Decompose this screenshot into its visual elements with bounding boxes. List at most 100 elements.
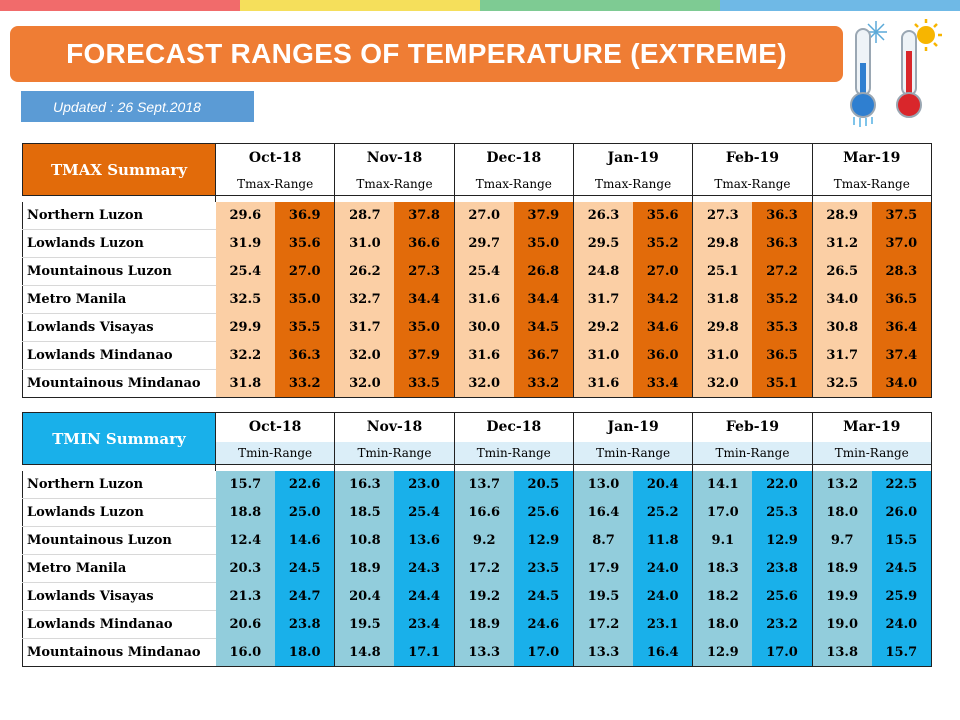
range-high-value: 13.6 — [394, 526, 455, 555]
range-low-value: 9.7 — [812, 526, 872, 555]
tmin-range-label: Tmin-Range — [692, 441, 813, 465]
range-low-value: 31.6 — [454, 341, 514, 370]
region-name: Lowlands Mindanao — [22, 610, 216, 639]
range-low-value: 17.9 — [573, 554, 634, 583]
range-low-value: 24.8 — [573, 257, 634, 286]
range-high-value: 24.7 — [275, 582, 336, 611]
range-high-value: 37.8 — [394, 201, 455, 230]
range-low-value: 13.7 — [454, 470, 514, 499]
table-row: Lowlands Visayas 21.3 24.7 20.4 24.4 19.2 24.5… — [22, 582, 932, 611]
tmax-range-label: Tmax-Range — [334, 172, 455, 196]
table-row: Lowlands Luzon 18.8 25.0 18.5 25.4 16.6 25.6 16… — [22, 498, 932, 527]
range-low-value: 26.5 — [812, 257, 872, 286]
table-row: Metro Manila 20.3 24.5 18.9 24.3 17.2 23.5 17.9… — [22, 554, 932, 583]
tmin-rows: Northern Luzon 15.7 22.6 16.3 23.0 13.7 20.5 13… — [22, 470, 932, 667]
range-low-value: 31.8 — [692, 285, 753, 314]
region-name: Mountainous Luzon — [22, 257, 216, 286]
hot-thermometer-icon — [896, 19, 942, 118]
tmax-rows: Northern Luzon 29.6 36.9 28.7 37.8 27.0 37.9 26… — [22, 201, 932, 398]
top-stripe-blue — [720, 0, 960, 11]
range-high-value: 33.4 — [633, 369, 694, 398]
range-high-value: 36.5 — [752, 341, 813, 370]
range-high-value: 35.2 — [633, 229, 694, 258]
range-high-value: 22.6 — [275, 470, 336, 499]
tmin-summary-label: TMIN Summary — [22, 412, 216, 465]
range-low-value: 31.6 — [454, 285, 514, 314]
range-high-value: 12.9 — [513, 526, 574, 555]
range-low-value: 30.8 — [812, 313, 872, 342]
range-low-value: 18.9 — [454, 610, 514, 639]
range-high-value: 25.9 — [871, 582, 932, 611]
tmin-month-header: Jan-19 — [572, 412, 694, 442]
table-row: Lowlands Visayas 29.9 35.5 31.7 35.0 30.0 34.5… — [22, 313, 932, 342]
range-low-value: 19.5 — [573, 582, 634, 611]
range-low-value: 18.9 — [334, 554, 395, 583]
range-high-value: 25.6 — [513, 498, 574, 527]
region-name: Metro Manila — [22, 285, 216, 314]
region-name: Lowlands Mindanao — [22, 341, 216, 370]
range-low-value: 28.9 — [812, 201, 872, 230]
range-high-value: 24.5 — [513, 582, 574, 611]
range-low-value: 14.8 — [334, 638, 395, 667]
range-low-value: 19.5 — [334, 610, 395, 639]
range-high-value: 36.4 — [871, 313, 932, 342]
range-high-value: 35.2 — [752, 285, 813, 314]
range-low-value: 26.2 — [334, 257, 395, 286]
range-low-value: 31.7 — [334, 313, 395, 342]
tmax-month-header: Feb-19 — [692, 143, 813, 173]
range-low-value: 19.9 — [812, 582, 872, 611]
range-high-value: 23.8 — [752, 554, 813, 583]
tmin-month-header: Feb-19 — [692, 412, 813, 442]
cold-thermometer-icon — [850, 21, 887, 127]
tmax-range-label: Tmax-Range — [453, 172, 574, 196]
range-high-value: 27.0 — [633, 257, 694, 286]
tmin-range-label: Tmin-Range — [811, 441, 932, 465]
range-low-value: 31.0 — [692, 341, 753, 370]
range-high-value: 17.0 — [513, 638, 574, 667]
range-low-value: 17.2 — [573, 610, 634, 639]
range-low-value: 16.0 — [215, 638, 276, 667]
range-high-value: 20.4 — [633, 470, 694, 499]
range-low-value: 34.0 — [812, 285, 872, 314]
range-low-value: 29.5 — [573, 229, 634, 258]
range-high-value: 15.5 — [871, 526, 932, 555]
range-high-value: 35.5 — [275, 313, 336, 342]
range-low-value: 18.9 — [812, 554, 872, 583]
tmin-summary-table: TMIN Summary Oct-18 Nov-18 Dec-18 Jan-19… — [22, 412, 932, 667]
region-name: Metro Manila — [22, 554, 216, 583]
range-low-value: 32.2 — [215, 341, 276, 370]
range-high-value: 24.5 — [871, 554, 932, 583]
range-high-value: 35.6 — [633, 201, 694, 230]
range-high-value: 37.0 — [871, 229, 932, 258]
range-low-value: 9.1 — [692, 526, 753, 555]
range-low-value: 29.7 — [454, 229, 514, 258]
tmax-summary-table: TMAX Summary Oct-18 Nov-18 Dec-18 Jan-19… — [22, 143, 932, 398]
range-high-value: 35.0 — [275, 285, 336, 314]
range-high-value: 25.0 — [275, 498, 336, 527]
range-high-value: 37.9 — [513, 201, 574, 230]
range-high-value: 33.2 — [513, 369, 574, 398]
range-high-value: 36.5 — [871, 285, 932, 314]
range-high-value: 34.4 — [394, 285, 455, 314]
range-high-value: 24.0 — [633, 582, 694, 611]
tmax-month-header: Jan-19 — [572, 143, 694, 173]
range-high-value: 28.3 — [871, 257, 932, 286]
range-low-value: 18.3 — [692, 554, 753, 583]
range-high-value: 27.0 — [275, 257, 336, 286]
range-low-value: 19.2 — [454, 582, 514, 611]
range-low-value: 25.1 — [692, 257, 753, 286]
top-stripe-yellow — [240, 0, 480, 11]
range-high-value: 25.3 — [752, 498, 813, 527]
range-low-value: 14.1 — [692, 470, 753, 499]
tmax-month-header: Mar-19 — [811, 143, 932, 173]
range-low-value: 32.0 — [334, 341, 395, 370]
range-high-value: 36.3 — [275, 341, 336, 370]
range-low-value: 9.2 — [454, 526, 514, 555]
range-low-value: 13.2 — [812, 470, 872, 499]
range-high-value: 36.3 — [752, 201, 813, 230]
range-low-value: 27.3 — [692, 201, 753, 230]
range-high-value: 34.2 — [633, 285, 694, 314]
range-low-value: 13.0 — [573, 470, 634, 499]
range-low-value: 30.0 — [454, 313, 514, 342]
region-name: Northern Luzon — [22, 201, 216, 230]
